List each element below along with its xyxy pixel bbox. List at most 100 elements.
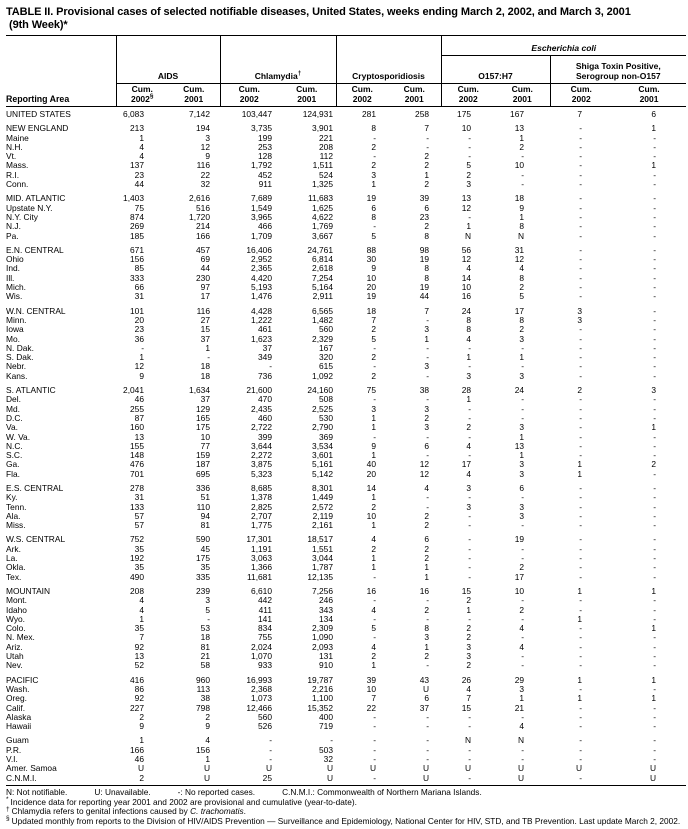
table-row: S. Dak. 1 - 349 320 2 - 1 1 - -	[6, 352, 686, 363]
footnote-marker: §	[6, 815, 10, 823]
value-cell: -	[579, 702, 583, 713]
value-cell: 133	[130, 501, 144, 512]
value-cell: 2,790	[312, 422, 333, 433]
value-cell: 1,623	[251, 333, 272, 344]
value-cell: 4	[466, 440, 472, 451]
value-cell: -	[653, 660, 657, 671]
value-cell: -	[468, 510, 472, 521]
table-row: Vt. 4 9 128 112 - 2 - - - -	[6, 151, 686, 162]
value-cell: -	[336, 773, 388, 786]
value-cell: 798	[196, 702, 210, 713]
value-cell: -	[653, 482, 657, 493]
value-cell: -	[373, 595, 376, 606]
reporting-area-cell: Ky.	[6, 492, 18, 503]
value-cell: 10	[366, 683, 376, 694]
value-cell: 343	[319, 604, 333, 615]
value-cell: 246	[319, 595, 333, 606]
value-cell: 2	[519, 562, 525, 573]
value-cell: -	[579, 553, 583, 564]
value-cell: -	[468, 721, 472, 732]
value-cell: -	[468, 431, 472, 442]
table-row: C.N.M.I. 2 U 25 U - U - U - U	[6, 773, 687, 786]
table-row: S. ATLANTIC 2,041 1,634 21,600 24,160 75 38 28 2…	[6, 381, 686, 395]
table-row: Mo. 36 37 1,623 2,329 5 1 4 3 - -	[6, 333, 686, 344]
value-cell: 457	[196, 244, 210, 255]
table-row: Del. 46 37 470 508 - - 1 - - -	[6, 395, 686, 405]
value-cell: -	[579, 254, 583, 265]
value-cell: -	[426, 754, 430, 764]
table-row: Utah 13 21 1,070 131 2 2 3 - - -	[6, 651, 686, 662]
value-cell: 13	[461, 193, 472, 204]
value-cell: -	[468, 543, 472, 554]
value-cell: -	[579, 571, 583, 582]
reporting-area-cell: Maine	[6, 132, 29, 143]
value-cell: 3	[424, 403, 430, 414]
value-cell: 2,616	[189, 193, 210, 204]
value-cell: N	[517, 735, 525, 746]
value-cell: 1,449	[312, 492, 333, 503]
reporting-area-cell: S. ATLANTIC	[6, 385, 56, 396]
value-cell: 112	[319, 151, 333, 162]
table-row: Iowa 23 15 461 560 2 3 8 2- -	[6, 324, 686, 334]
value-cell: 213	[130, 123, 144, 134]
value-cell: -	[579, 211, 583, 222]
value-cell: 31	[134, 291, 144, 302]
table-row: N. Mex. 7 18 755 1,090 - 3 2 - - -	[6, 632, 686, 643]
value-cell: 103,447	[241, 109, 272, 119]
value-cell: 12	[461, 202, 472, 213]
table-row: Amer. Samoa U U U U U U U U U U	[6, 763, 686, 773]
value-cell: -	[653, 403, 657, 414]
value-cell: -	[653, 440, 657, 451]
table-row: Ind. 85 44 2,365 2,618 9 8 4 4- -	[6, 263, 686, 274]
value-cell: -	[373, 221, 376, 232]
value-cell: 2	[424, 510, 430, 521]
value-cell: 1	[371, 450, 376, 461]
value-cell: -	[653, 431, 657, 442]
value-cell: 56	[461, 244, 472, 255]
value-cell: 134	[319, 613, 333, 624]
value-cell: 208	[130, 585, 144, 596]
value-cell: 1	[519, 352, 525, 363]
value-cell: 320	[319, 352, 333, 363]
value-cell: 3	[577, 314, 583, 325]
value-cell: 17	[514, 571, 525, 582]
value-cell: 20	[134, 314, 144, 325]
value-cell: 1	[466, 352, 472, 363]
value-cell: -	[373, 361, 376, 372]
value-cell: -	[468, 744, 472, 755]
value-cell: 2	[466, 632, 472, 643]
value-cell: -	[373, 744, 376, 755]
value-cell: 1,325	[312, 179, 333, 190]
value-cell: 6	[651, 109, 657, 119]
value-cell: 2,309	[312, 623, 333, 634]
table-row: Conn. 44 32 911 1,325 1 2 3 - - -	[6, 179, 686, 190]
reporting-area-cell: Ind.	[6, 263, 20, 274]
value-cell: 452	[258, 169, 272, 180]
value-cell: 155	[130, 440, 144, 451]
value-cell: 97	[200, 282, 210, 293]
value-cell: 30	[366, 254, 376, 265]
value-cell: -	[653, 492, 657, 503]
value-cell: -	[653, 468, 657, 479]
value-cell: 2	[371, 651, 376, 662]
value-cell: 25	[220, 773, 278, 786]
value-cell: -	[579, 244, 583, 255]
value-cell: 44	[134, 179, 144, 190]
value-cell: 221	[319, 132, 333, 143]
value-cell: 349	[258, 352, 272, 363]
column-group-cryptosporidiosis: Cryptosporidiosis	[335, 35, 442, 84]
value-cell: 671	[130, 244, 144, 255]
value-cell: 7,689	[251, 193, 272, 204]
value-cell: -	[653, 651, 657, 662]
reporting-area-cell: Mass.	[6, 160, 29, 171]
column-header-reporting-area: Reporting Area	[6, 35, 116, 107]
value-cell: -	[653, 571, 657, 582]
column-header-cum: Cum. 2002	[440, 83, 496, 107]
value-cell: 137	[130, 160, 144, 171]
reporting-area-cell: Minn.	[6, 314, 27, 325]
value-cell: -	[653, 534, 657, 545]
value-cell: 9	[139, 721, 144, 732]
value-cell: -	[426, 744, 430, 755]
value-cell: 2,911	[312, 291, 333, 302]
value-cell: 2,618	[312, 263, 333, 274]
